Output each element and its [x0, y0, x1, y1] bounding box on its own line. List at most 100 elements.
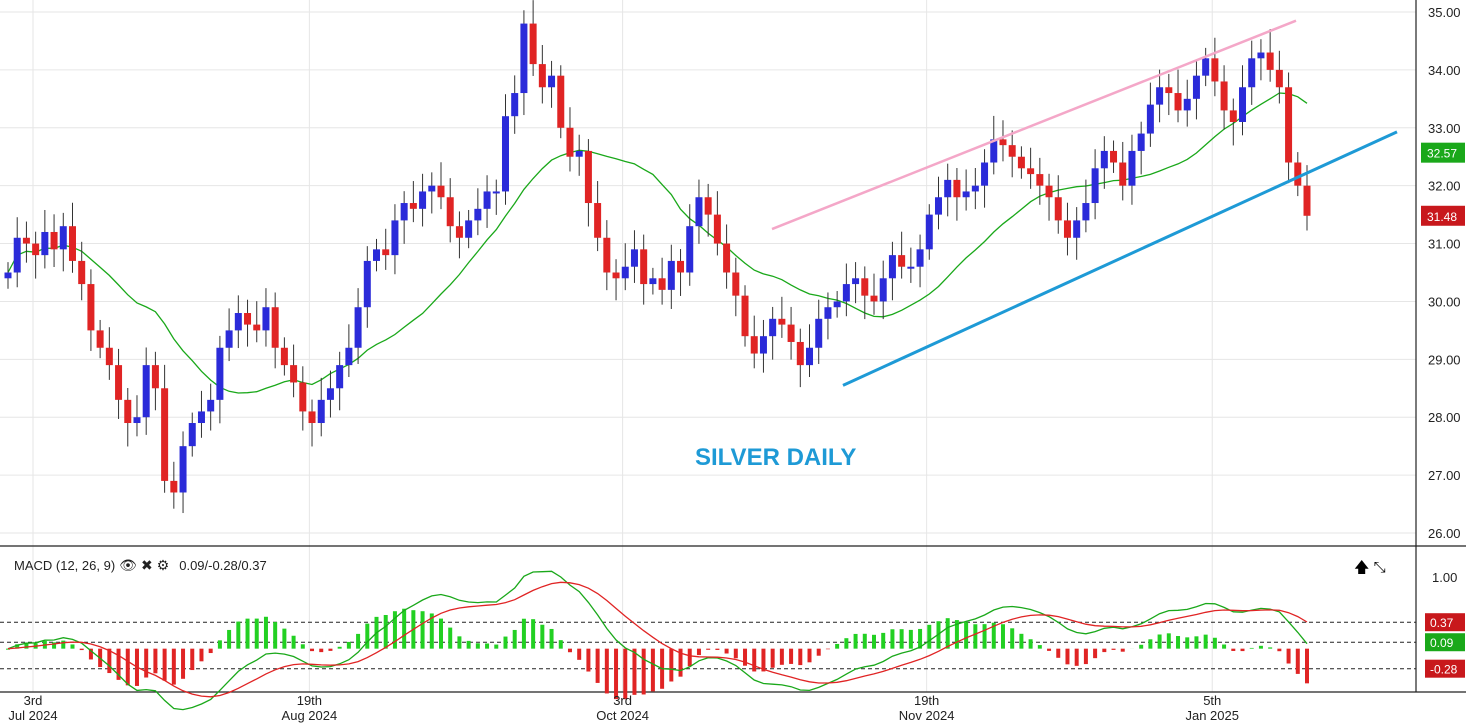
- macd-histogram-bar: [862, 633, 867, 649]
- moving-average-line: [7, 92, 1308, 394]
- candle: [548, 60, 556, 108]
- candle-body: [1266, 52, 1274, 70]
- candle-body: [796, 341, 804, 366]
- candle: [124, 387, 132, 447]
- macd-histogram-bar: [1286, 648, 1291, 664]
- candle-body: [326, 388, 334, 400]
- macd-histogram-bar: [1249, 647, 1254, 649]
- candle: [658, 257, 666, 305]
- candle-body: [262, 307, 270, 331]
- candle: [888, 241, 896, 301]
- macd-histogram-bar: [1000, 624, 1005, 649]
- macd-histogram-bar: [706, 648, 711, 650]
- candle-body: [1202, 58, 1210, 76]
- macd-histogram-bar: [641, 648, 646, 695]
- macd-histogram-bar: [439, 618, 443, 649]
- macd-histogram-bar: [779, 648, 784, 665]
- candle-body: [437, 185, 445, 198]
- ma-badge: 32.57: [1427, 147, 1457, 161]
- candle: [179, 431, 187, 514]
- macd-badge-bg: [1425, 613, 1465, 632]
- macd-histogram-bar: [1037, 645, 1042, 649]
- candle-body: [686, 226, 694, 273]
- candle-body: [520, 23, 528, 94]
- arrow-up-icon[interactable]: 🡅: [1354, 559, 1370, 576]
- candle-body: [1248, 58, 1256, 88]
- candle: [354, 288, 362, 364]
- candle: [677, 249, 685, 296]
- macd-histogram-bar: [872, 634, 876, 649]
- candle: [1275, 50, 1283, 104]
- macd-histogram-bar: [263, 616, 268, 649]
- macd-histogram-bar: [245, 618, 250, 649]
- candle-body: [1165, 87, 1173, 94]
- candle-body: [640, 249, 648, 285]
- macd-histogram-bar: [696, 648, 701, 656]
- macd-histogram-bar: [291, 635, 296, 649]
- candle-body: [584, 150, 592, 204]
- candle: [667, 244, 675, 309]
- candle-body: [1036, 174, 1044, 186]
- candle-body: [400, 203, 408, 221]
- candle: [1285, 72, 1293, 184]
- candle: [870, 273, 878, 315]
- candle-body: [271, 307, 279, 348]
- macd-histogram-bar: [181, 648, 186, 679]
- candles: [4, 0, 1311, 514]
- candle: [87, 269, 95, 351]
- price-tick-label: 29.00: [1428, 352, 1461, 367]
- candle: [492, 179, 500, 215]
- candle: [852, 262, 860, 304]
- signal-line: [7, 581, 1308, 698]
- macd-histogram-bar: [125, 648, 130, 686]
- candle: [999, 120, 1007, 162]
- candle-body: [124, 399, 132, 424]
- candle-body: [32, 243, 40, 256]
- candle: [824, 292, 832, 340]
- candle-body: [363, 260, 371, 308]
- macd-histogram-bar: [577, 648, 582, 660]
- macd-badge: 0.37: [1430, 616, 1454, 630]
- candle: [1202, 47, 1210, 87]
- price-tick-label: 27.00: [1428, 468, 1461, 483]
- close-icon[interactable]: ✖: [140, 557, 153, 573]
- candle-body: [1146, 104, 1154, 134]
- macd-histogram-bar: [1305, 648, 1309, 684]
- candle-body: [879, 278, 887, 302]
- candle: [796, 328, 804, 388]
- candle: [115, 348, 123, 419]
- candle-body: [787, 324, 795, 342]
- x-tick-day: 19th: [914, 693, 939, 708]
- candle-body: [759, 336, 767, 354]
- candle: [400, 191, 408, 244]
- candle: [68, 202, 76, 273]
- candle-body: [815, 318, 823, 348]
- macd-histogram-bar: [273, 622, 278, 649]
- macd-histogram-bar: [650, 648, 655, 692]
- candle: [759, 319, 767, 373]
- candle-body: [1082, 203, 1090, 221]
- macd-histogram-bar: [15, 644, 20, 649]
- candle-body: [861, 278, 869, 296]
- candle-body: [833, 301, 841, 308]
- candle: [566, 107, 574, 172]
- macd-histogram-bar: [595, 648, 600, 683]
- candle: [13, 217, 21, 288]
- candle: [511, 75, 519, 134]
- candle: [455, 211, 463, 259]
- gear-icon[interactable]: ⚙: [156, 557, 170, 573]
- macd-histogram-bar: [52, 642, 57, 649]
- candle: [216, 335, 224, 424]
- eye-icon[interactable]: 👁: [119, 557, 137, 573]
- macd-histogram-bar: [24, 642, 29, 649]
- macd-histogram-bar: [512, 629, 517, 649]
- x-tick-day: 19th: [297, 693, 322, 708]
- expand-icon[interactable]: ⤡: [1373, 559, 1386, 576]
- candle-body: [750, 336, 758, 354]
- candle-body: [1008, 145, 1016, 157]
- candle-body: [68, 226, 76, 261]
- macd-histogram-bar: [724, 648, 729, 654]
- candle-body: [197, 411, 205, 424]
- candle: [1229, 98, 1237, 146]
